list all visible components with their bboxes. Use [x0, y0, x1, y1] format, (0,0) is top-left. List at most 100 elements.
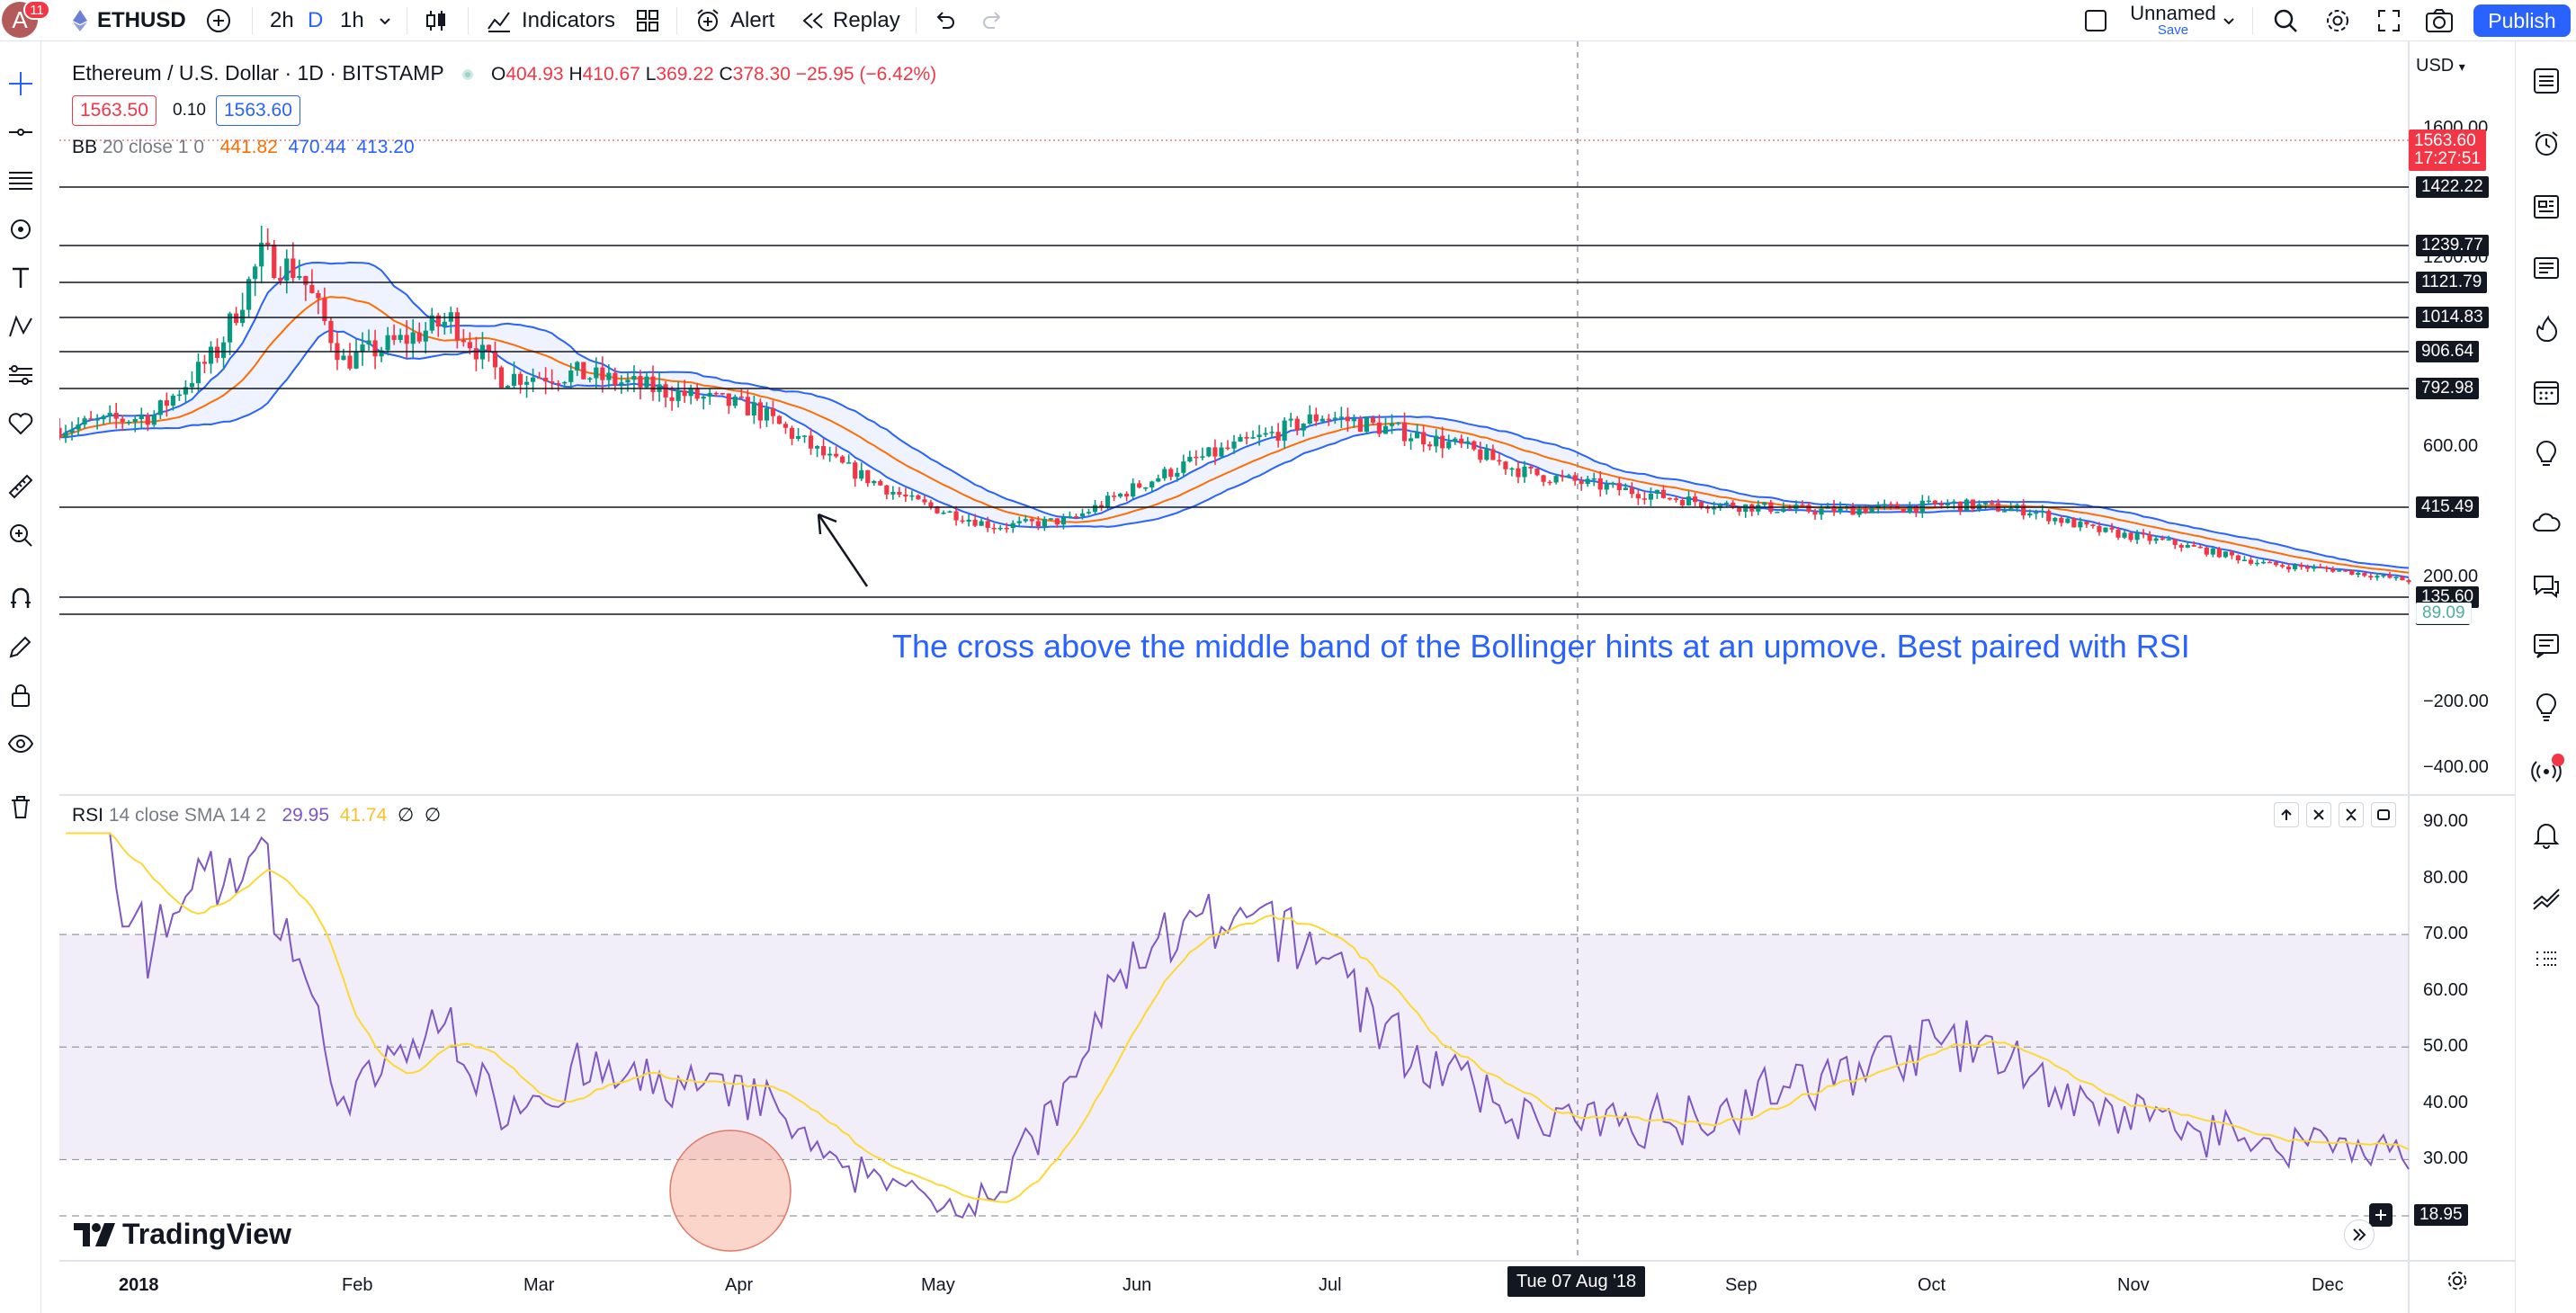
broadcast-live-dot [2552, 754, 2564, 766]
fullscreen-button[interactable] [2376, 0, 2402, 41]
sell-price-button[interactable]: 1563.50 [72, 95, 157, 126]
chart-settings-button[interactable] [2445, 1268, 2470, 1298]
hotlists-button[interactable] [2528, 248, 2564, 284]
broadcast-button[interactable] [2528, 754, 2564, 790]
search-button[interactable] [2272, 0, 2299, 41]
calendar-button[interactable] [2528, 374, 2564, 410]
remove-drawings[interactable] [5, 791, 36, 822]
alert-button[interactable]: Alert [694, 0, 774, 41]
notifications-button[interactable] [2528, 817, 2564, 853]
ideas-button[interactable] [2528, 437, 2564, 473]
compare-symbol-button[interactable] [205, 0, 232, 41]
hide-drawings[interactable] [5, 728, 36, 759]
candle-body [2387, 575, 2393, 578]
chart-type-button[interactable] [423, 0, 450, 41]
crosshair-tool[interactable] [5, 68, 36, 99]
patterns-tool[interactable] [5, 311, 36, 342]
collapse-pane-button[interactable] [2339, 802, 2364, 827]
candle-body [1137, 483, 1142, 488]
candle-body [486, 344, 492, 352]
annotation-text[interactable]: The cross above the middle band of the B… [892, 628, 2190, 665]
pattern-tool[interactable] [5, 214, 36, 245]
candle-body [398, 335, 403, 341]
layout-name-button[interactable]: Unnamed Save [2128, 0, 2218, 41]
settings-button[interactable] [2324, 0, 2351, 41]
time-axis-label: Apr [725, 1275, 754, 1295]
lock-drawings[interactable] [5, 680, 36, 710]
lock-icon [12, 684, 30, 707]
chart-canvas[interactable] [59, 41, 2515, 1313]
dom-button[interactable] [2528, 942, 2564, 978]
rsi-tick-label: 40.00 [2423, 1092, 2469, 1112]
rsi-params: 14 close SMA 14 2 [108, 805, 266, 826]
stay-in-drawing-mode[interactable] [5, 631, 36, 662]
chats-button[interactable] [2528, 568, 2564, 604]
drawing-toolbar [0, 41, 41, 1313]
ohlc-change: −25.95 (−6.42%) [795, 64, 937, 85]
scroll-to-realtime-button[interactable] [2344, 1219, 2375, 1250]
watchlist-button[interactable] [2528, 63, 2564, 99]
candle-body [1105, 496, 1111, 508]
zoom-tool[interactable] [5, 520, 36, 550]
publish-button[interactable]: Publish [2473, 4, 2571, 37]
data-window-button[interactable] [2528, 189, 2564, 225]
currency-selector[interactable]: USD ▾ [2416, 56, 2465, 76]
tips-button[interactable] [2528, 691, 2564, 727]
interval-2h[interactable]: 2h [270, 0, 294, 41]
indicators-button[interactable]: Indicators [486, 0, 615, 41]
candle-body [2349, 570, 2355, 576]
bb-lower-value: 413.20 [356, 137, 415, 157]
move-pane-up-button[interactable] [2274, 802, 2299, 827]
fib-tool[interactable] [5, 165, 36, 196]
icons-tool[interactable] [5, 408, 36, 439]
candlestick-series [59, 225, 2411, 585]
alerts-button[interactable] [2528, 126, 2564, 162]
symbol-search-button[interactable]: ETHUSD [72, 0, 186, 41]
close-pane-button[interactable] [2306, 802, 2331, 827]
candle-body [1370, 417, 1376, 423]
text-tool[interactable] [5, 263, 36, 293]
candle-body [2160, 538, 2165, 540]
redo-button[interactable] [980, 0, 1006, 41]
idea-bulb-icon [2536, 693, 2557, 721]
undo-button[interactable] [932, 0, 957, 41]
candle-body [1459, 438, 1464, 444]
chart-area[interactable]: Ethereum / U.S. Dollar · 1D · BITSTAMP O… [59, 41, 2515, 1313]
minds-button[interactable] [2528, 628, 2564, 664]
candle-body [360, 344, 365, 353]
bb-legend[interactable]: BB 20 close 1 0 441.82 470.44 413.20 [72, 137, 415, 158]
candle-body [2078, 522, 2083, 528]
interval-1h[interactable]: 1h [340, 0, 364, 41]
magnet-tool[interactable] [5, 583, 36, 613]
candle-body [1831, 505, 1837, 513]
candle-body [208, 346, 214, 364]
replay-button[interactable]: Replay [801, 0, 900, 41]
interval-d[interactable]: D [308, 0, 323, 41]
candle-body [1591, 478, 1597, 480]
rsi-tick-label: 30.00 [2423, 1148, 2469, 1169]
buy-price-button[interactable]: 1563.60 [216, 95, 300, 126]
templates-button[interactable] [635, 0, 660, 41]
trend-line-tool[interactable] [5, 117, 36, 147]
snapshot-button[interactable] [2425, 0, 2454, 41]
candle-body [941, 512, 946, 514]
candle-body [2002, 511, 2008, 513]
symbol-legend[interactable]: Ethereum / U.S. Dollar · 1D · BITSTAMP O… [72, 61, 936, 85]
candle-body [789, 427, 795, 439]
add-level-button[interactable] [2369, 1203, 2393, 1227]
rsi-legend[interactable]: RSI 14 close SMA 14 2 29.95 41.74 ∅ ∅ [72, 804, 441, 826]
candle-body [1440, 435, 1445, 449]
maximize-pane-button[interactable] [2371, 802, 2396, 827]
measure-tool[interactable] [5, 471, 36, 502]
trading-panel-button[interactable] [2528, 880, 2564, 916]
tradingview-watermark[interactable]: TradingView [74, 1218, 291, 1251]
layout-dropdown[interactable] [2222, 0, 2236, 41]
layout-checkbox[interactable] [2083, 0, 2108, 41]
prediction-tool[interactable] [5, 360, 36, 390]
hot-ideas-button[interactable] [2528, 311, 2564, 347]
horizontal-levels[interactable] [59, 139, 2409, 615]
streams-button[interactable] [2528, 505, 2564, 541]
candle-body [2324, 567, 2330, 569]
candle-body [157, 400, 163, 415]
interval-dropdown[interactable] [378, 0, 392, 41]
